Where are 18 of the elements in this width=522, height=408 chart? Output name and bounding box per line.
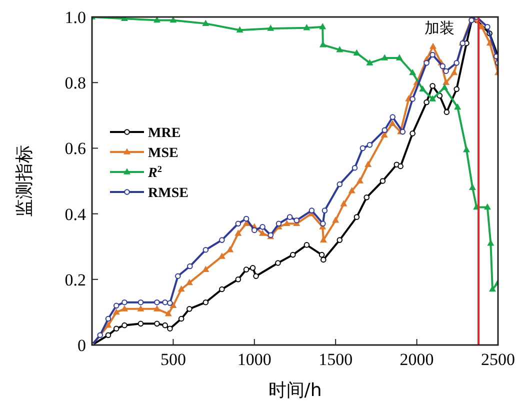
y-tick-label: 0 bbox=[78, 336, 86, 355]
x-tick-label: 500 bbox=[160, 350, 186, 369]
legend-label: MSE bbox=[148, 146, 178, 161]
y-tick-label: 0.4 bbox=[64, 204, 86, 224]
x-axis-title: 时间/h bbox=[268, 380, 322, 401]
y-tick-label: 0.2 bbox=[64, 270, 86, 290]
ref-line-label: 加装 bbox=[424, 19, 455, 37]
y-axis-title: 监测指标 bbox=[14, 145, 35, 217]
x-tick-label: 1500 bbox=[318, 350, 353, 369]
x-tick-label: 1000 bbox=[237, 350, 272, 369]
legend-label: MRE bbox=[148, 126, 181, 141]
y-tick-label: 0.8 bbox=[64, 74, 86, 93]
legend-label: RMSE bbox=[148, 186, 188, 201]
y-tick-label: 1.0 bbox=[64, 8, 86, 27]
x-tick-label: 2000 bbox=[400, 350, 434, 369]
legend-label: R$^{2}$ bbox=[147, 164, 162, 181]
x-tick-label: 2500 bbox=[481, 350, 515, 369]
y-tick-label: 0.6 bbox=[64, 139, 86, 158]
